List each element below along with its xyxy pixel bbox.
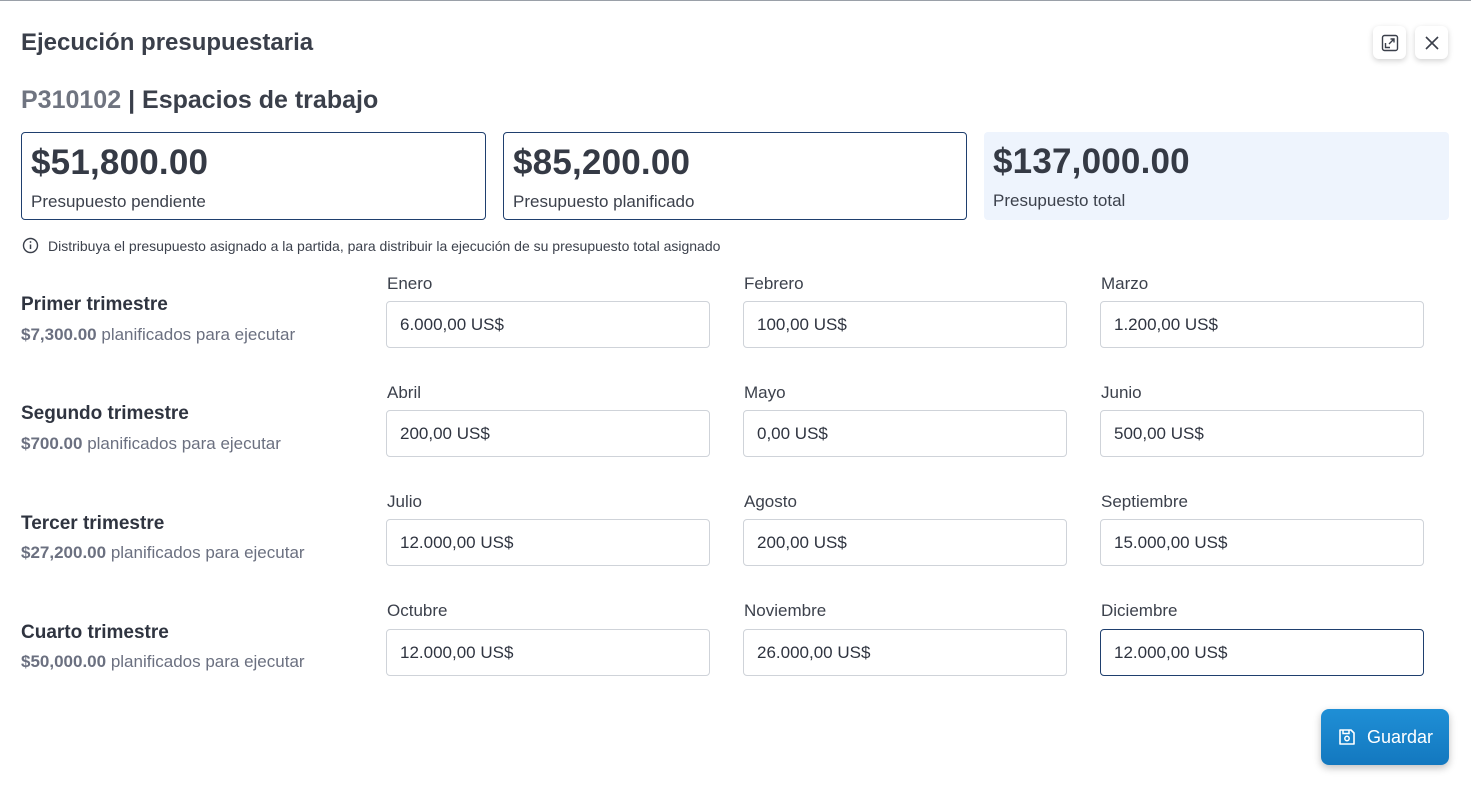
month-label-febrero: Febrero <box>744 274 804 293</box>
quarter-3-suffix: planificados para ejecutar <box>110 543 305 562</box>
quarter-1-amount: $7,300.00 <box>21 325 97 344</box>
quarter-4-amount: $50,000.00 <box>21 652 107 671</box>
pending-budget-label: Presupuesto pendiente <box>31 192 206 211</box>
item-code: P310102 <box>21 86 122 114</box>
close-button[interactable] <box>1415 26 1448 59</box>
month-input-octubre[interactable] <box>386 629 710 676</box>
quarter-1-title: Primer trimestre <box>21 294 168 315</box>
month-input-noviembre[interactable] <box>743 629 1067 676</box>
quarter-2-suffix: planificados para ejecutar <box>87 434 281 453</box>
total-budget-label: Presupuesto total <box>993 191 1126 210</box>
quarter-4-title: Cuarto trimestre <box>21 622 169 643</box>
month-label-septiembre: Septiembre <box>1101 492 1188 511</box>
month-label-marzo: Marzo <box>1101 274 1149 293</box>
month-label-mayo: Mayo <box>744 383 786 402</box>
month-input-diciembre[interactable] <box>1100 629 1424 676</box>
save-button-label: Guardar <box>1366 726 1434 747</box>
month-input-junio[interactable] <box>1100 410 1424 457</box>
month-input-mayo[interactable] <box>743 410 1067 457</box>
month-input-febrero[interactable] <box>743 301 1067 348</box>
month-label-agosto: Agosto <box>744 492 797 511</box>
close-icon <box>1424 35 1439 50</box>
info-message: Distribuya el presupuesto asignado a la … <box>22 237 720 254</box>
quarter-4-summary: $50,000.00 planificados para ejecutar <box>21 652 305 672</box>
quarter-2-amount: $700.00 <box>21 434 83 453</box>
month-label-noviembre: Noviembre <box>744 601 827 620</box>
planned-budget-card: $85,200.00 Presupuesto planificado <box>503 132 967 220</box>
quarter-1-summary: $7,300.00 planificados para ejecutar <box>21 325 295 345</box>
quarter-3-summary: $27,200.00 planificados para ejecutar <box>21 543 305 563</box>
save-icon <box>1339 729 1355 745</box>
quarter-3-amount: $27,200.00 <box>21 543 107 562</box>
month-label-junio: Junio <box>1101 383 1142 402</box>
month-input-enero[interactable] <box>386 301 710 348</box>
month-input-julio[interactable] <box>386 519 710 566</box>
planned-budget-amount: $85,200.00 <box>513 143 691 182</box>
expand-button[interactable] <box>1373 26 1406 59</box>
month-label-enero: Enero <box>387 274 433 293</box>
quarter-2-summary: $700.00 planificados para ejecutar <box>21 434 281 454</box>
month-input-agosto[interactable] <box>743 519 1067 566</box>
modal-title: Ejecución presupuestaria <box>21 29 314 56</box>
pending-budget-card: $51,800.00 Presupuesto pendiente <box>21 132 486 220</box>
info-icon <box>22 237 39 254</box>
month-label-abril: Abril <box>387 383 422 402</box>
item-name: Espacios de trabajo <box>142 86 379 114</box>
planned-budget-label: Presupuesto planificado <box>513 192 695 211</box>
item-separator: | <box>128 86 136 114</box>
item-title: P310102 | Espacios de trabajo <box>21 86 378 115</box>
expand-icon <box>1381 34 1398 51</box>
quarter-1-suffix: planificados para ejecutar <box>101 325 296 344</box>
save-button[interactable]: Guardar <box>1321 709 1449 765</box>
month-input-septiembre[interactable] <box>1100 519 1424 566</box>
month-input-abril[interactable] <box>386 410 710 457</box>
quarter-2-title: Segundo trimestre <box>21 403 189 424</box>
total-budget-card: $137,000.00 Presupuesto total <box>984 132 1449 220</box>
pending-budget-amount: $51,800.00 <box>31 143 209 182</box>
quarter-4-suffix: planificados para ejecutar <box>110 652 305 671</box>
total-budget-amount: $137,000.00 <box>993 142 1190 181</box>
month-input-marzo[interactable] <box>1100 301 1424 348</box>
month-label-julio: Julio <box>387 492 422 511</box>
top-divider <box>0 0 1471 1</box>
month-label-diciembre: Diciembre <box>1101 601 1178 620</box>
month-label-octubre: Octubre <box>387 601 448 620</box>
info-text: Distribuya el presupuesto asignado a la … <box>48 237 721 254</box>
quarter-3-title: Tercer trimestre <box>21 513 165 534</box>
